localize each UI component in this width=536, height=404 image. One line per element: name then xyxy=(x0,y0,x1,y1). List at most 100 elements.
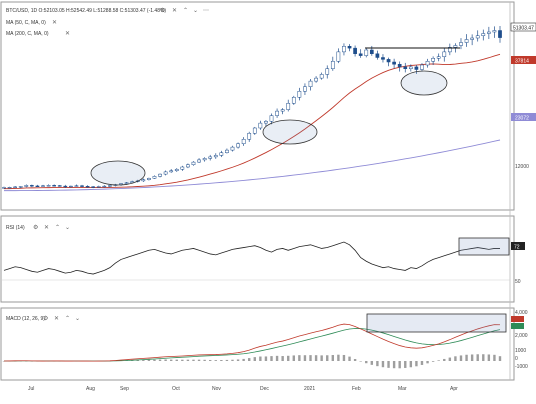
macd-hist-bar xyxy=(437,360,440,361)
candle-body xyxy=(403,66,408,69)
sma50-price-tag: 37814 xyxy=(515,59,529,65)
macd-hist-bar xyxy=(270,356,273,361)
candle-body xyxy=(24,185,29,187)
candle-body xyxy=(425,61,430,66)
candle-body xyxy=(258,122,263,129)
candle-body xyxy=(102,185,107,188)
macd-axis-neg1000: -1000 xyxy=(515,364,528,370)
chevron-up-icon[interactable]: ⌃ xyxy=(183,7,188,14)
macd-tag-green xyxy=(511,323,524,329)
x-tick-label: Jul xyxy=(28,386,34,392)
sma50-close-x-icon[interactable]: ✕ xyxy=(52,20,57,26)
macd-hist-bar xyxy=(487,354,491,361)
rsi-close-x-icon[interactable]: ✕ xyxy=(44,225,49,231)
candle-body xyxy=(130,181,135,183)
candle-body xyxy=(358,53,363,56)
candle-body xyxy=(252,127,257,134)
more-icon[interactable]: ⋯ xyxy=(203,8,209,14)
candle-body xyxy=(303,86,307,92)
candle-body xyxy=(353,47,357,54)
settings-gear-icon[interactable]: ⚙ xyxy=(160,7,165,14)
candle-body xyxy=(414,66,419,70)
ellipse-breakout-2 xyxy=(262,119,318,145)
x-tick-label: Aug xyxy=(86,386,95,392)
macd-hist-bar xyxy=(259,356,262,361)
candle-body xyxy=(57,185,62,187)
x-tick-label: Feb xyxy=(352,386,361,392)
x-tick-label: Oct xyxy=(172,386,180,392)
candle-body xyxy=(342,46,346,53)
macd-hist-bar xyxy=(381,361,385,368)
macd-axis-1000: 1000 xyxy=(515,348,526,354)
rsi-box xyxy=(458,237,510,256)
macd-chevron-down-icon[interactable]: ⌄ xyxy=(75,316,80,322)
macd-hist-bar xyxy=(465,354,468,361)
macd-hist-bar xyxy=(470,354,474,361)
candle-body xyxy=(375,53,380,58)
x-tick-label: Dec xyxy=(260,386,269,392)
macd-hist-bar xyxy=(248,358,251,361)
candle-body xyxy=(330,61,335,69)
macd-hist-bar xyxy=(498,356,502,361)
macd-hist-bar xyxy=(136,359,139,361)
macd-hist-bar xyxy=(426,361,429,364)
macd-hist-bar xyxy=(242,358,245,361)
macd-hist-bar xyxy=(326,355,329,361)
candle-body xyxy=(141,179,146,182)
candle-body xyxy=(269,115,274,122)
sma50-price-tag-bg xyxy=(511,56,536,64)
macd-line xyxy=(3,323,501,362)
macd-settings-gear-icon[interactable]: ⚙ xyxy=(43,315,48,322)
chevron-down-icon[interactable]: ⌄ xyxy=(193,8,198,14)
candle-body xyxy=(319,74,324,79)
candle-body xyxy=(80,185,84,187)
candle-body xyxy=(459,42,463,46)
close-x-icon[interactable]: ✕ xyxy=(172,8,177,14)
candle-body xyxy=(180,166,185,170)
price-legend-ohlc: BTC/USD, 1D O:52103.05 H:52542.49 L:5128… xyxy=(6,8,166,14)
candle-body xyxy=(386,59,391,63)
candle-body xyxy=(96,186,101,188)
candle-body xyxy=(241,139,246,144)
macd-hist-bar xyxy=(169,359,173,361)
candle-body xyxy=(219,152,224,156)
candle-body xyxy=(7,187,12,189)
candle-body xyxy=(74,185,79,187)
macd-hist-bar xyxy=(314,355,318,361)
macd-legend: MACD (12, 26, 9) xyxy=(6,316,45,322)
candle-body xyxy=(492,30,497,33)
macd-hist-bar xyxy=(175,359,178,361)
candle-body xyxy=(202,158,207,161)
macd-hist-bar xyxy=(225,359,229,361)
rsi-chevron-down-icon[interactable]: ⌄ xyxy=(65,225,70,231)
candle-body xyxy=(481,33,486,36)
macd-axis-2000: 2,000 xyxy=(515,333,528,339)
sma200-line xyxy=(3,139,501,192)
rsi-settings-gear-icon[interactable]: ⚙ xyxy=(33,224,38,231)
macd-hist-bar xyxy=(264,356,268,361)
macd-hist-bar xyxy=(275,355,279,361)
candle-body xyxy=(2,187,6,189)
candle-body xyxy=(436,56,441,59)
candle-body xyxy=(213,155,218,158)
macd-hist-bar xyxy=(420,361,424,365)
last-price-tag-bg xyxy=(510,22,536,32)
macd-hist-bar xyxy=(186,359,190,361)
macd-hist-bar xyxy=(398,361,401,369)
candle-body xyxy=(13,186,17,188)
macd-tag-red xyxy=(511,316,524,322)
macd-chevron-up-icon[interactable]: ⌃ xyxy=(65,315,70,322)
candle-body xyxy=(91,186,96,188)
sma200-close-x-icon[interactable]: ✕ xyxy=(65,31,70,37)
macd-close-x-icon[interactable]: ✕ xyxy=(54,316,59,322)
macd-hist-bar xyxy=(365,361,368,364)
macd-hist-bar xyxy=(209,359,212,361)
macd-hist-bar xyxy=(158,359,162,361)
macd-hist-bar xyxy=(482,354,485,361)
macd-hist-bar xyxy=(2,361,6,362)
candle-body xyxy=(186,164,190,168)
macd-hist-bar xyxy=(459,355,463,361)
candle-body xyxy=(197,159,201,163)
rsi-chevron-up-icon[interactable]: ⌃ xyxy=(55,224,60,231)
rsi-axis-72: 72 xyxy=(514,245,520,251)
